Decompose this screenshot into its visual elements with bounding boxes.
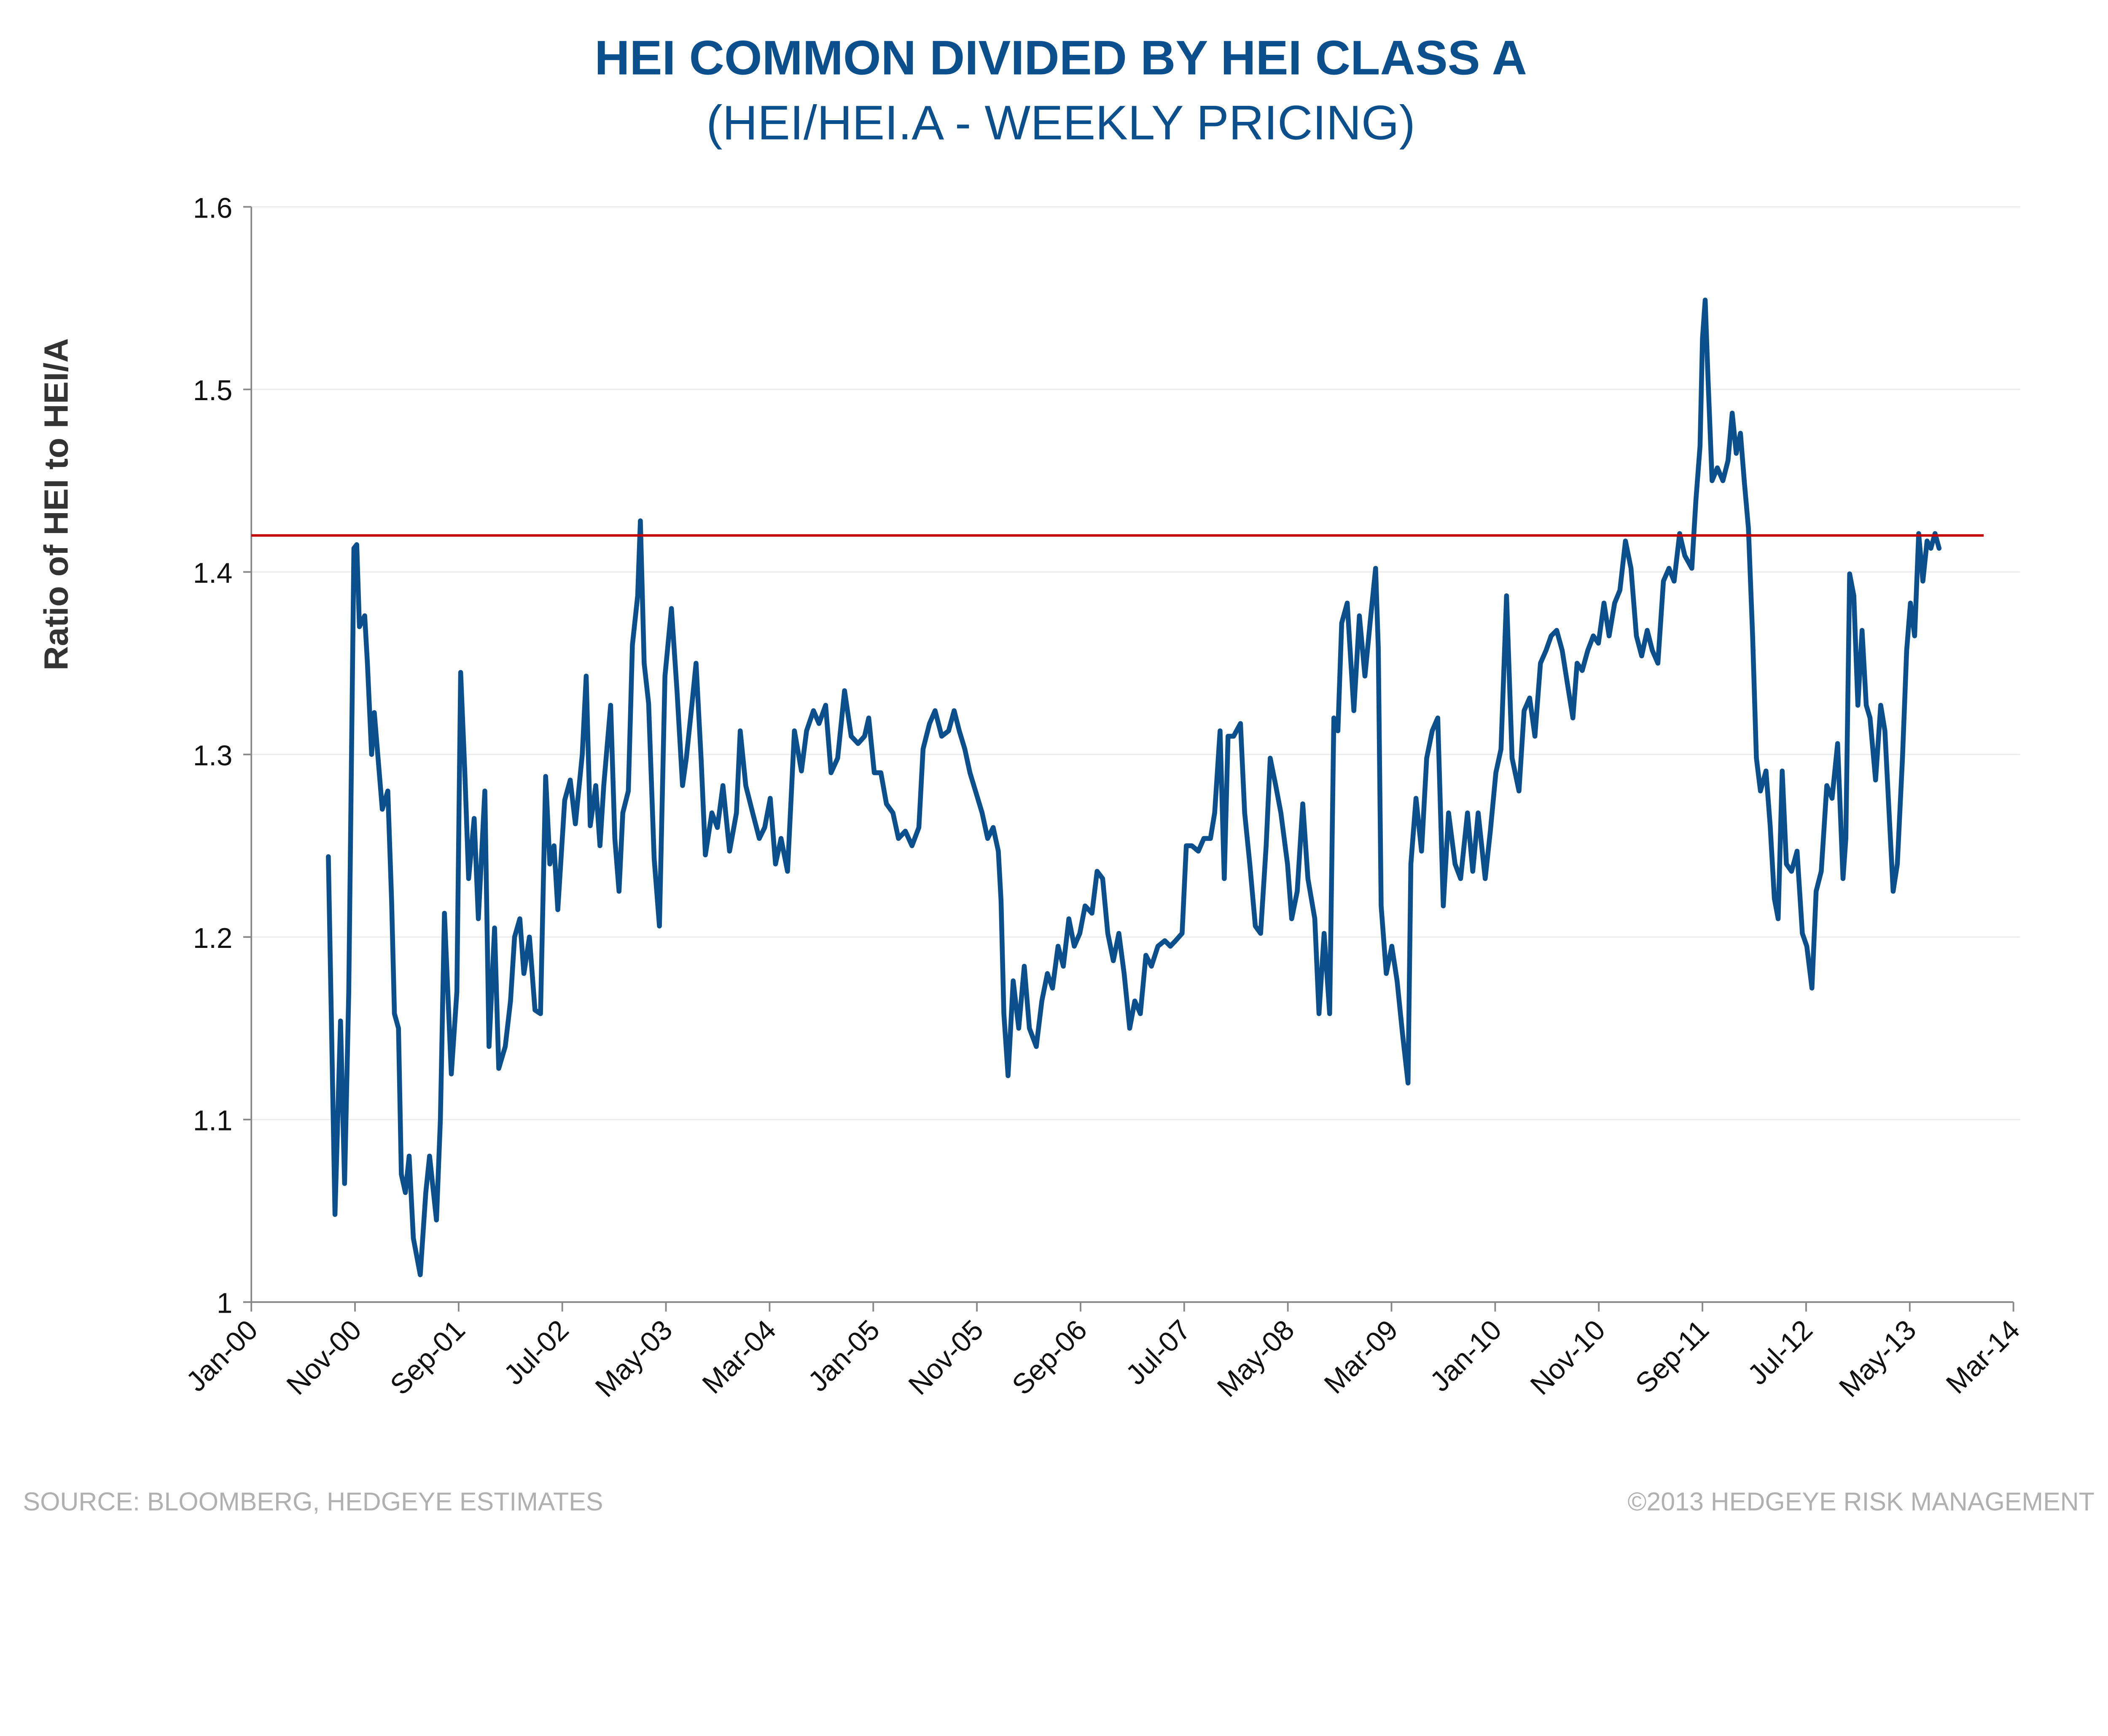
chart-subtitle: (HEI/HEI.A - WEEKLY PRICING)	[706, 96, 1415, 150]
y-tick-label: 1.6	[193, 192, 233, 224]
x-tick-label: Nov-00	[280, 1314, 367, 1401]
x-tick-label: Sep-06	[1006, 1314, 1093, 1401]
y-tick-label: 1	[217, 1288, 232, 1319]
x-tick-label: Jan-10	[1424, 1314, 1508, 1398]
x-tick-label: Sep-11	[1629, 1314, 1715, 1400]
x-tick-label: Jul-07	[1120, 1314, 1197, 1391]
x-tick-label: Jan-05	[802, 1314, 886, 1398]
y-axis-label: Ratio of HEI to HEI/A	[37, 338, 75, 670]
gridlines	[251, 206, 2020, 1120]
source-note: SOURCE: BLOOMBERG, HEDGEYE ESTIMATES	[23, 1487, 603, 1516]
x-tick-label: May-13	[1833, 1314, 1922, 1403]
x-tick-label: May-08	[1211, 1314, 1301, 1403]
x-tick-label: Jul-12	[1742, 1314, 1819, 1391]
y-tick-label: 1.4	[193, 557, 233, 589]
x-tick-label: Jul-02	[498, 1314, 575, 1391]
x-tick-label: Mar-04	[696, 1314, 782, 1400]
series	[326, 297, 1942, 1277]
copyright-note: ©2013 HEDGEYE RISK MANAGEMENT	[1628, 1487, 2095, 1516]
x-tick-label: Mar-14	[1940, 1314, 2026, 1400]
y-tick-label: 1.2	[193, 923, 233, 954]
x-tick-label: Mar-09	[1318, 1314, 1404, 1400]
y-tick-label: 1.1	[193, 1105, 233, 1137]
y-axis: 1 1.1 1.2 1.3 1.4 1.5 1.6	[193, 192, 253, 1319]
x-tick-label: May-03	[589, 1314, 679, 1403]
x-axis: Jan-00 Nov-00 Sep-01 Jul-02 May-03 Mar-04 Jan-…	[180, 1301, 2026, 1403]
x-tick-label: Jan-00	[180, 1314, 264, 1398]
x-tick-label: Nov-10	[1525, 1314, 1611, 1401]
x-tick-label: Nov-05	[903, 1314, 989, 1401]
chart-title: HEI COMMON DIVIDED BY HEI CLASS A	[594, 31, 1527, 85]
chart: HEI COMMON DIVIDED BY HEI CLASS A (HEI/H…	[23, 31, 2095, 1516]
series-line	[326, 297, 1942, 1277]
x-tick-label: Sep-01	[384, 1314, 471, 1401]
y-tick-label: 1.5	[193, 375, 233, 406]
y-tick-label: 1.3	[193, 740, 233, 772]
